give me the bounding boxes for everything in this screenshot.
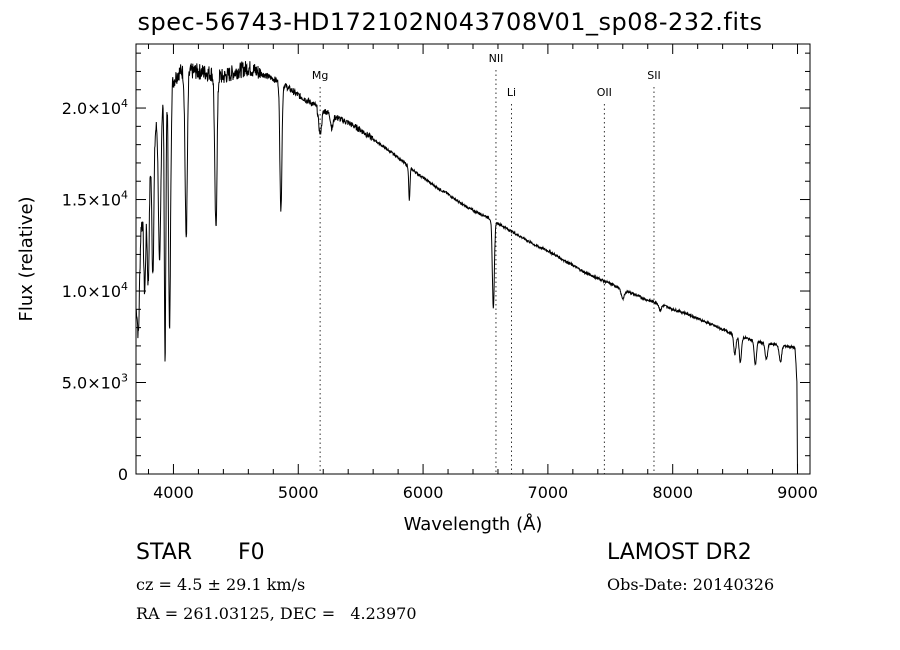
x-tick-label: 5000 <box>278 483 319 502</box>
spectrum-line <box>135 61 798 475</box>
y-tick-label: 1.0×104 <box>62 280 128 301</box>
object-class: STAR <box>136 540 193 565</box>
y-tick-label: 1.5×104 <box>62 189 128 210</box>
line-label-li: Li <box>507 86 516 99</box>
emission-line-markers: Mg NII Li OII SII <box>312 52 661 474</box>
x-tick-label: 6000 <box>403 483 444 502</box>
line-label-sii: SII <box>647 69 660 82</box>
redshift-text: cz = 4.5 ± 29.1 km/s <box>136 575 306 594</box>
x-tick-label: 8000 <box>652 483 693 502</box>
plot-frame <box>135 43 811 475</box>
x-tick-label: 7000 <box>528 483 569 502</box>
axis-ticks: 4000 5000 6000 7000 8000 9000 0 5.0×103 1.0×104 1… <box>62 44 818 502</box>
obs-date-text: Obs-Date: 20140326 <box>607 575 775 594</box>
object-subclass: F0 <box>238 540 265 565</box>
y-tick-label: 0 <box>118 465 128 484</box>
line-label-oii: OII <box>597 86 612 99</box>
survey-name: LAMOST DR2 <box>607 540 752 565</box>
line-label-nii: NII <box>489 52 504 65</box>
y-tick-label: 5.0×103 <box>62 372 128 393</box>
x-tick-label: 4000 <box>153 483 194 502</box>
y-axis-label: Flux (relative) <box>16 196 37 321</box>
coordinates-text: RA = 261.03125, DEC = 4.23970 <box>136 604 417 623</box>
chart-title: spec-56743-HD172102N043708V01_sp08-232.f… <box>137 8 763 36</box>
x-tick-label: 9000 <box>777 483 818 502</box>
x-axis-label: Wavelength (Å) <box>404 513 543 535</box>
y-tick-label: 2.0×104 <box>62 97 128 118</box>
line-label-mg: Mg <box>312 69 328 82</box>
